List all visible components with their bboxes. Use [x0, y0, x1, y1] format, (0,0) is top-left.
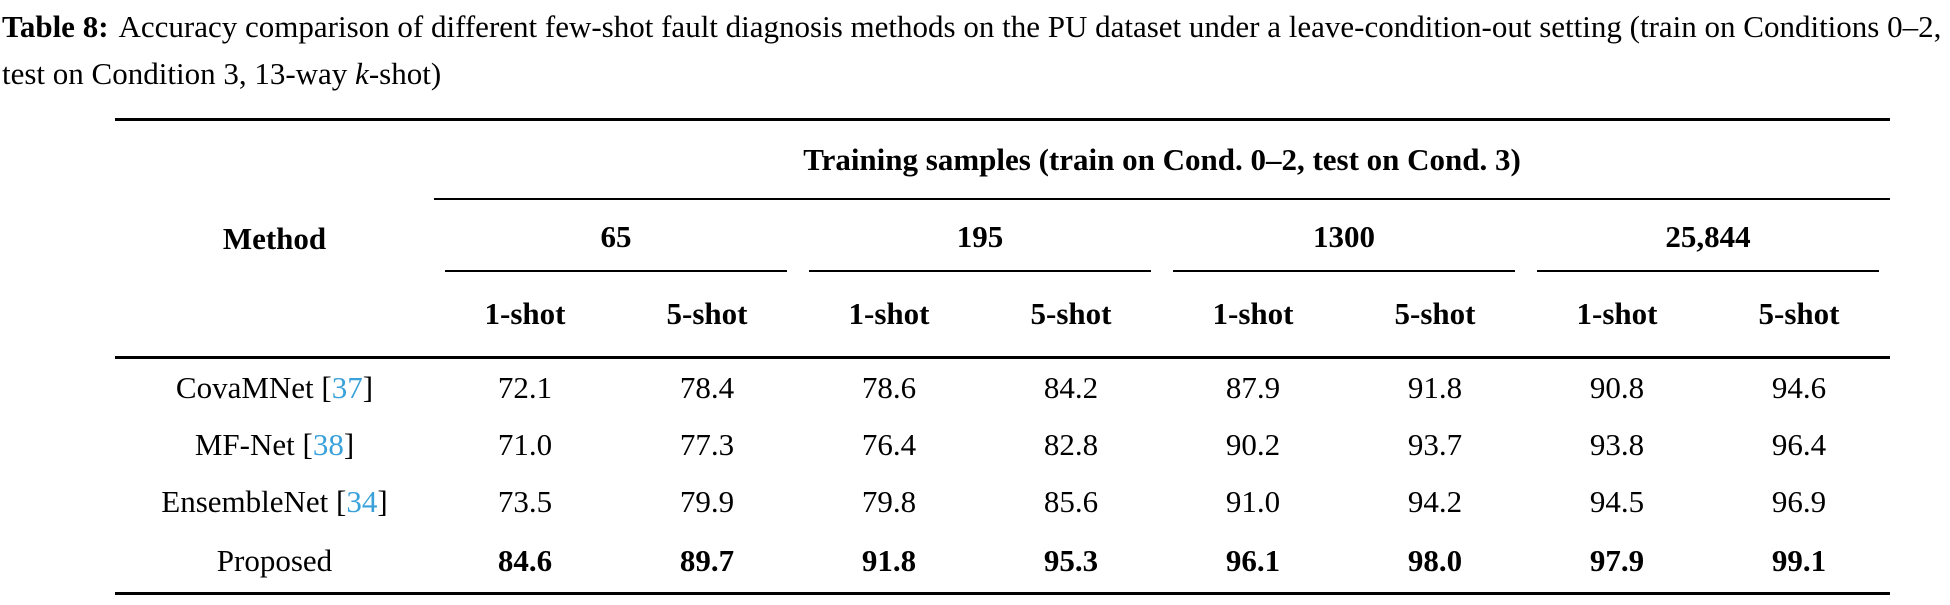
citation-bracket-open: [ [328, 483, 347, 519]
value-cell: 79.8 [861, 483, 917, 519]
citation-bracket-close: ] [362, 369, 374, 405]
method-cite-wrap: [34] [328, 483, 388, 519]
method-name: MF-Net [194, 426, 295, 462]
value-cell: 91.0 [1225, 483, 1281, 519]
value-cell: 73.5 [497, 483, 553, 519]
value-cell: 96.9 [1771, 483, 1827, 519]
value-cell: 94.2 [1407, 483, 1463, 519]
results-table: Method Training samples (train on Cond. … [115, 118, 1891, 595]
value-cell: 90.8 [1589, 369, 1645, 405]
value-cell: 72.1 [497, 369, 553, 405]
shot-column-header: 1-shot [1526, 272, 1708, 359]
group-underline [1173, 270, 1515, 272]
caption-k-variable: k [355, 56, 369, 91]
method-cite-wrap: [38] [295, 427, 354, 462]
shot-column-header: 5-shot [1708, 272, 1891, 359]
table-row: MF-Net [38] 71.0 77.3 76.4 82.8 90.2 93.… [115, 416, 1890, 473]
citation-bracket-open: [ [313, 369, 332, 405]
method-cell: Proposed [115, 530, 434, 595]
method-name: EnsembleNet [161, 483, 329, 519]
group-underline [809, 270, 1151, 272]
value-cell: 94.6 [1771, 369, 1827, 405]
value-cell: 89.7 [616, 530, 798, 595]
method-cell: EnsembleNet [34] [115, 473, 434, 530]
citation-link[interactable]: 38 [312, 426, 344, 462]
citation-link[interactable]: 37 [331, 369, 363, 405]
shot-column-header: 1-shot [434, 272, 616, 359]
table-row: CovaMNet [37] 72.1 78.4 78.6 84.2 87.9 9… [115, 358, 1890, 417]
group-header-25844: 25,844 [1526, 199, 1890, 272]
caption-label: Table 8: [2, 9, 109, 44]
method-column-header: Method [115, 119, 434, 359]
value-cell: 71.0 [497, 426, 553, 462]
method-cell: CovaMNet [37] [115, 358, 434, 417]
shot-column-header: 1-shot [1162, 272, 1344, 359]
group-header-label: 65 [600, 219, 632, 254]
header-row-groups: 65 195 1300 25,844 [115, 199, 1890, 272]
value-cell: 78.4 [679, 369, 735, 405]
group-header-label: 195 [956, 219, 1004, 254]
citation-link[interactable]: 34 [346, 483, 378, 519]
citation-bracket-close: ] [343, 426, 355, 462]
caption-text: Accuracy comparison of different few-sho… [2, 9, 1942, 91]
value-cell: 93.7 [1407, 426, 1463, 462]
group-header-1300: 1300 [1162, 199, 1526, 272]
method-name: CovaMNet [175, 369, 314, 405]
value-cell: 94.5 [1589, 483, 1645, 519]
table-body: CovaMNet [37] 72.1 78.4 78.6 84.2 87.9 9… [115, 358, 1891, 595]
table-row: EnsembleNet [34] 73.5 79.9 79.8 85.6 91.… [115, 473, 1890, 530]
citation-bracket-close: ] [377, 483, 388, 519]
method-cell: MF-Net [38] [115, 416, 434, 473]
value-cell: 84.6 [434, 530, 616, 595]
value-cell: 96.4 [1771, 426, 1827, 462]
value-cell: 93.8 [1589, 426, 1645, 462]
value-cell: 85.6 [1043, 483, 1099, 519]
header-row-span: Method Training samples (train on Cond. … [115, 119, 1891, 359]
method-name: Proposed [216, 543, 333, 578]
shot-column-header: 5-shot [616, 272, 798, 359]
group-underline [445, 270, 787, 272]
group-header-65: 65 [434, 199, 798, 272]
value-cell: 78.6 [861, 369, 917, 405]
value-cell: 91.8 [798, 530, 980, 595]
value-cell: 97.9 [1526, 530, 1708, 595]
value-cell: 77.3 [679, 426, 735, 462]
value-cell: 98.0 [1344, 530, 1526, 595]
group-header-195: 195 [798, 199, 1162, 272]
caption-tail: -shot) [368, 56, 442, 91]
value-cell: 82.8 [1043, 426, 1099, 462]
citation-bracket-open: [ [294, 426, 313, 462]
value-cell: 96.1 [1162, 530, 1344, 595]
shot-column-header: 5-shot [980, 272, 1162, 359]
training-samples-header: Training samples (train on Cond. 0–2, te… [434, 119, 1891, 200]
table-caption: Table 8: Accuracy comparison of different… [0, 0, 1948, 97]
value-cell: 95.3 [980, 530, 1162, 595]
shot-column-header: 1-shot [798, 272, 980, 359]
header-row-shots: 1-shot 5-shot 1-shot 5-shot 1-shot 5-sho… [115, 272, 1891, 359]
value-cell: 79.9 [679, 483, 735, 519]
shot-column-header: 5-shot [1344, 272, 1526, 359]
value-cell: 90.2 [1225, 426, 1281, 462]
table-row: Proposed 84.6 89.7 91.8 95.3 96.1 98.0 9… [115, 530, 1891, 595]
value-cell: 91.8 [1407, 369, 1463, 405]
group-header-label: 25,844 [1665, 219, 1751, 254]
value-cell: 76.4 [861, 426, 917, 462]
method-cite-wrap: [37] [314, 370, 373, 405]
value-cell: 84.2 [1043, 369, 1099, 405]
value-cell: 99.1 [1708, 530, 1891, 595]
group-header-label: 1300 [1313, 219, 1375, 254]
value-cell: 87.9 [1225, 369, 1281, 405]
group-underline [1537, 270, 1880, 272]
